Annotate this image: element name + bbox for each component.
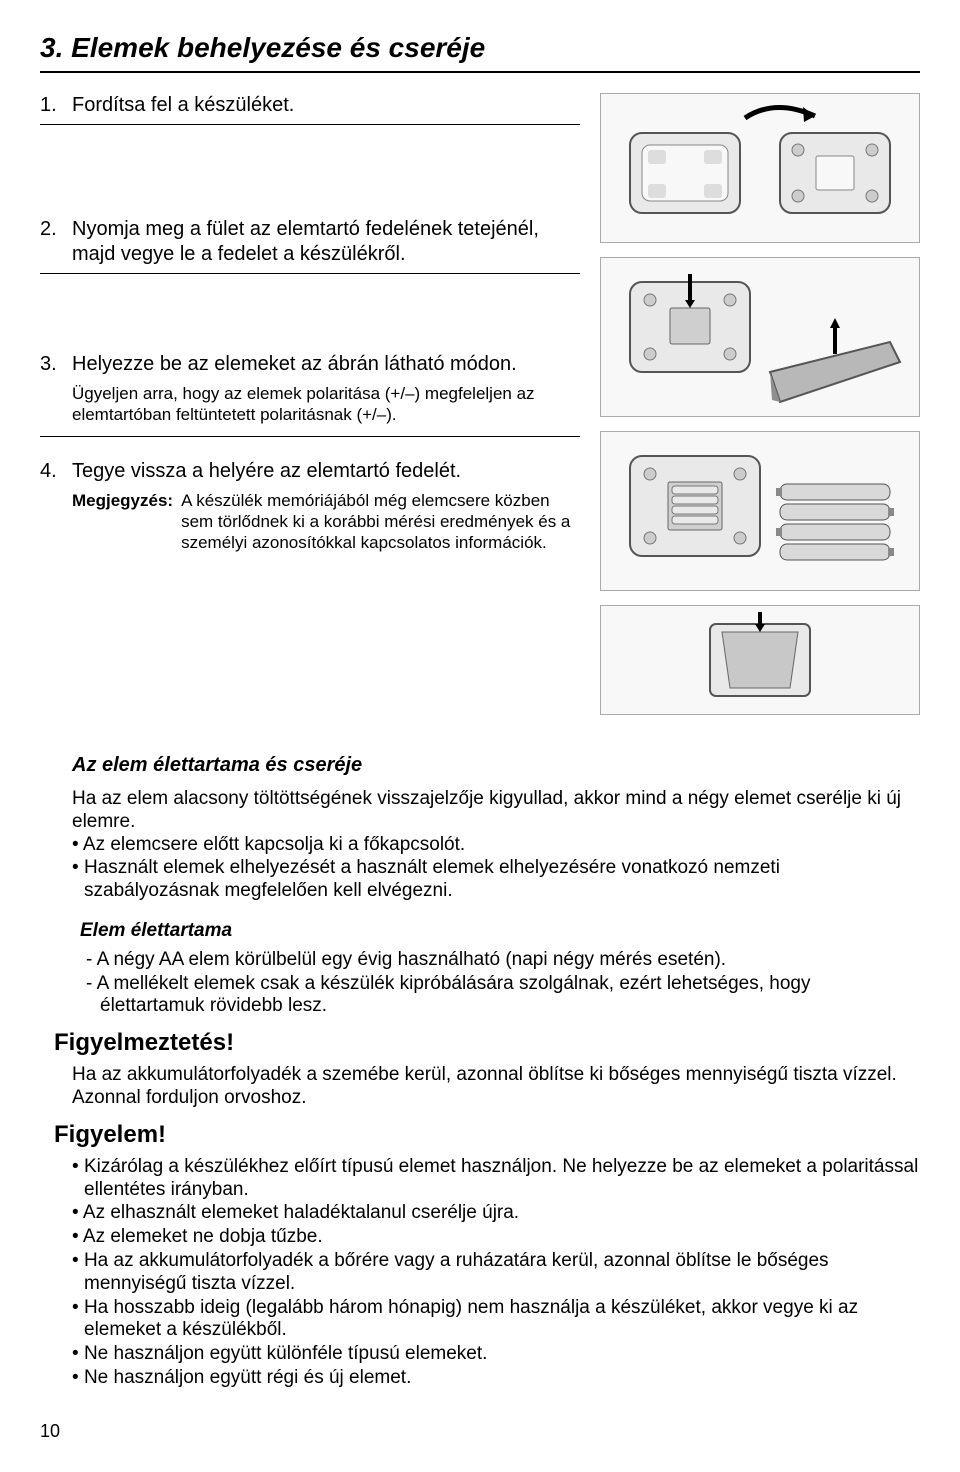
battery-life-bullets: Az elemcsere előtt kapcsolja ki a főkapc… — [72, 834, 920, 903]
section-title-text: Elemek behelyezése és cseréje — [71, 32, 485, 63]
section-heading: 3. Elemek behelyezése és cseréje — [40, 30, 920, 65]
step-text: Helyezze be az elemeket az ábrán látható… — [72, 352, 517, 377]
illustration-flip-device — [600, 93, 920, 243]
step-rule — [40, 124, 580, 125]
battery-life-para: Ha az elem alacsony töltöttségének vissz… — [72, 788, 920, 834]
list-item: Az elhasznált elemeket haladéktalanul cs… — [72, 1202, 920, 1225]
battery-life-dashes: A négy AA elem körülbelül egy évig haszn… — [86, 949, 920, 1018]
step-text: Tegye vissza a helyére az elemtartó fede… — [72, 459, 461, 484]
spacer — [40, 296, 580, 352]
warning-para: Ha az akkumulátorfolyadék a szemébe kerü… — [72, 1064, 920, 1110]
steps-column: 1. Fordítsa fel a készüléket. 2. Nyomja … — [40, 93, 580, 553]
list-item: Ne használjon együtt különféle típusú el… — [72, 1343, 920, 1366]
step-2: 2. Nyomja meg a fület az elemtartó fedel… — [40, 217, 580, 267]
list-item: Ha hosszabb ideig (legalább három hónapi… — [72, 1297, 920, 1343]
illustration-column — [600, 93, 920, 729]
step-1: 1. Fordítsa fel a készüléket. — [40, 93, 580, 118]
memo-text: A készülék memóriájából még elemcsere kö… — [181, 490, 580, 554]
content-two-column: 1. Fordítsa fel a készüléket. 2. Nyomja … — [40, 93, 920, 729]
illustration-open-cover — [600, 257, 920, 417]
step-3-note: Ügyeljen arra, hogy az elemek polaritása… — [72, 383, 580, 426]
section-number: 3. — [40, 32, 63, 63]
warning-title: Figyelmeztetés! — [54, 1028, 920, 1058]
list-item: A mellékelt elemek csak a készülék kipró… — [86, 973, 920, 1019]
step-text: Fordítsa fel a készüléket. — [72, 93, 294, 118]
step-number: 4. — [40, 459, 62, 484]
memo-label: Megjegyzés: — [72, 490, 173, 554]
list-item: A négy AA elem körülbelül egy évig haszn… — [86, 949, 920, 972]
step-4: 4. Tegye vissza a helyére az elemtartó f… — [40, 459, 580, 484]
illustration-replace-cover — [600, 605, 920, 715]
step-rule — [40, 436, 580, 437]
step-number: 3. — [40, 352, 62, 377]
battery-life-sub-title: Elem élettartama — [80, 919, 920, 943]
list-item: Ha az akkumulátorfolyadék a bőrére vagy … — [72, 1250, 920, 1296]
step-text: Nyomja meg a fület az elemtartó fedeléne… — [72, 217, 580, 267]
list-item: Használt elemek elhelyezését a használt … — [72, 857, 920, 903]
list-item: Az elemeket ne dobja tűzbe. — [72, 1226, 920, 1249]
step-number: 2. — [40, 217, 62, 242]
step-number: 1. — [40, 93, 62, 118]
illustration-insert-batteries — [600, 431, 920, 591]
step-4-memo: Megjegyzés: A készülék memóriájából még … — [72, 490, 580, 554]
title-rule — [40, 71, 920, 73]
step-3: 3. Helyezze be az elemeket az ábrán láth… — [40, 352, 580, 377]
list-item: Az elemcsere előtt kapcsolja ki a főkapc… — [72, 834, 920, 857]
step-rule — [40, 273, 580, 274]
attention-title: Figyelem! — [54, 1120, 920, 1150]
attention-bullets: Kizárólag a készülékhez előírt típusú el… — [72, 1156, 920, 1390]
battery-life-title: Az elem élettartama és cseréje — [72, 753, 920, 778]
spacer — [40, 147, 580, 217]
list-item: Kizárólag a készülékhez előírt típusú el… — [72, 1156, 920, 1202]
list-item: Ne használjon együtt régi és új elemet. — [72, 1367, 920, 1390]
page-number: 10 — [40, 1420, 920, 1443]
